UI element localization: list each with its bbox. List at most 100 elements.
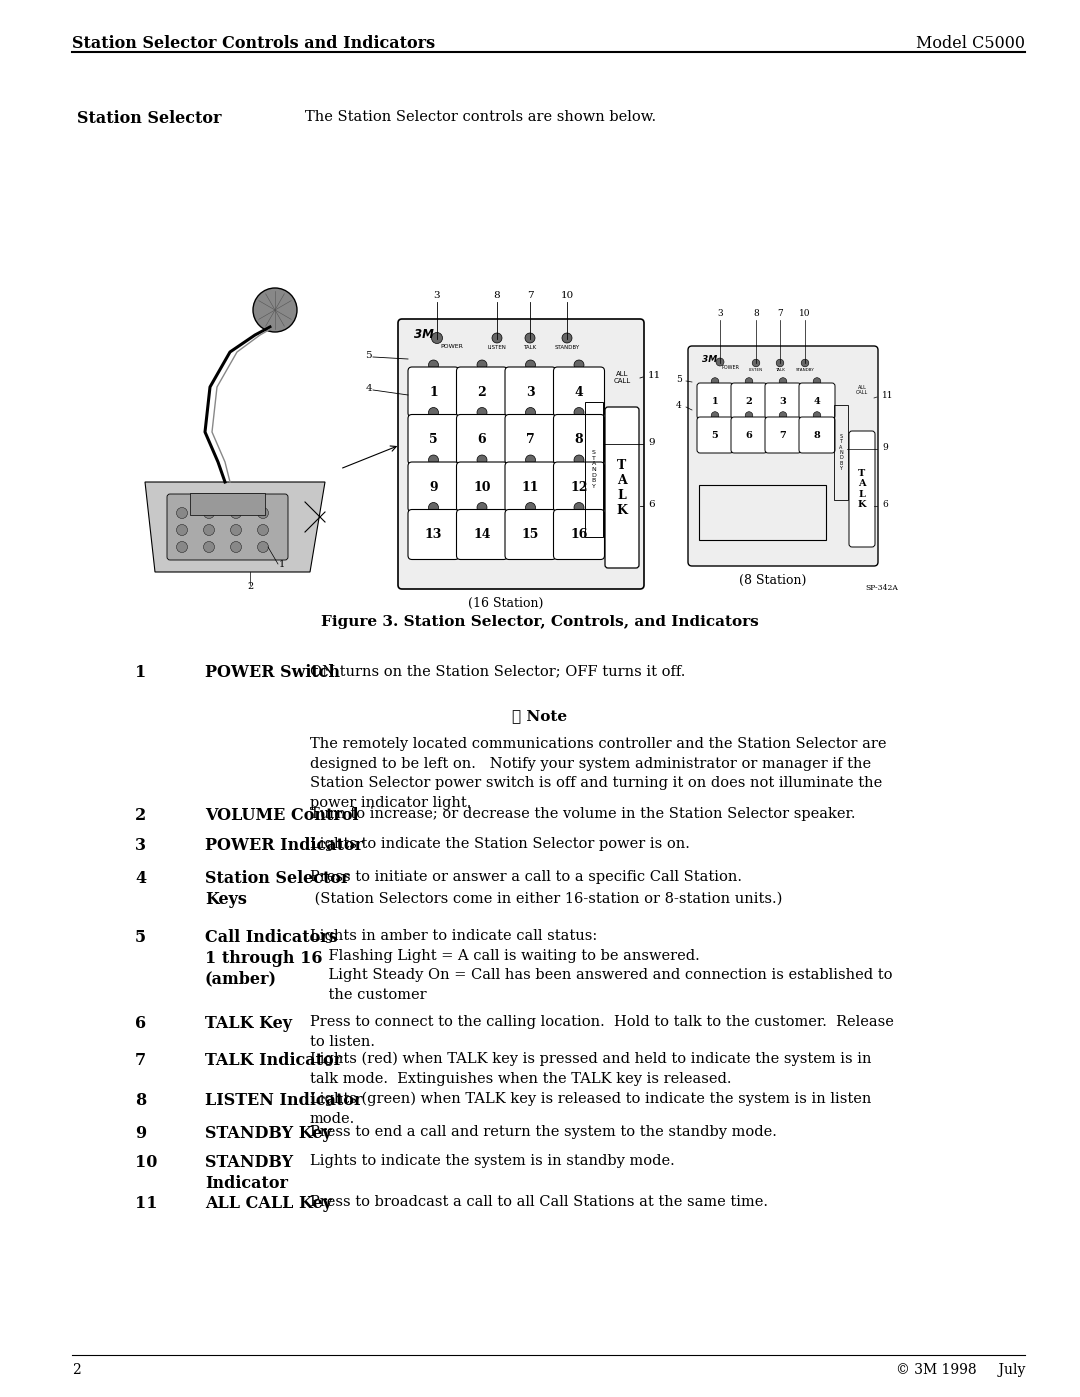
Text: Figure 3. Station Selector, Controls, and Indicators: Figure 3. Station Selector, Controls, an… <box>321 615 759 629</box>
Text: (Station Selectors come in either 16-station or 8-station units.): (Station Selectors come in either 16-sta… <box>310 891 782 905</box>
FancyBboxPatch shape <box>457 367 508 416</box>
Text: TALK: TALK <box>524 345 537 351</box>
Circle shape <box>257 524 269 535</box>
Text: 4: 4 <box>575 386 583 398</box>
Circle shape <box>779 412 787 419</box>
Circle shape <box>745 412 753 419</box>
FancyBboxPatch shape <box>408 367 459 416</box>
Circle shape <box>745 377 753 386</box>
Text: 10: 10 <box>561 291 573 300</box>
Text: 8: 8 <box>753 309 759 319</box>
Text: Press to broadcast a call to all Call Stations at the same time.: Press to broadcast a call to all Call St… <box>310 1194 768 1208</box>
Circle shape <box>429 455 438 465</box>
FancyBboxPatch shape <box>408 462 459 511</box>
Text: 13: 13 <box>424 528 442 541</box>
Circle shape <box>477 455 487 465</box>
FancyBboxPatch shape <box>553 510 605 560</box>
Text: T
A
L
K: T A L K <box>858 469 866 509</box>
Text: 1: 1 <box>135 664 146 680</box>
Text: 3: 3 <box>780 397 786 405</box>
Circle shape <box>176 542 188 552</box>
Text: 14: 14 <box>473 528 490 541</box>
Text: 10: 10 <box>135 1154 158 1171</box>
Text: 7: 7 <box>135 1052 146 1069</box>
Text: 9: 9 <box>429 481 437 493</box>
Circle shape <box>203 524 215 535</box>
FancyBboxPatch shape <box>408 510 459 560</box>
Circle shape <box>492 332 502 344</box>
Text: STANDBY: STANDBY <box>796 367 814 372</box>
Circle shape <box>777 359 784 367</box>
Text: Station Selector: Station Selector <box>77 110 221 127</box>
Circle shape <box>176 524 188 535</box>
Circle shape <box>526 503 536 513</box>
Circle shape <box>716 358 724 366</box>
Circle shape <box>526 360 536 370</box>
Text: POWER Indicator: POWER Indicator <box>205 837 363 854</box>
Text: 5: 5 <box>429 433 437 446</box>
FancyBboxPatch shape <box>505 415 556 464</box>
Text: 3: 3 <box>717 309 723 319</box>
Circle shape <box>526 408 536 418</box>
Text: 5: 5 <box>365 351 372 360</box>
Text: LISTEN: LISTEN <box>487 345 507 351</box>
Circle shape <box>573 408 584 418</box>
Text: 2: 2 <box>247 583 253 591</box>
Circle shape <box>525 332 535 344</box>
Bar <box>190 493 265 515</box>
Circle shape <box>477 503 487 513</box>
Text: POWER Switch: POWER Switch <box>205 664 340 680</box>
Text: Lights in amber to indicate call status:
    Flashing Light = A call is waiting : Lights in amber to indicate call status:… <box>310 929 892 1002</box>
Text: 1: 1 <box>429 386 437 398</box>
Text: 11: 11 <box>648 372 661 380</box>
Text: STANDBY: STANDBY <box>554 345 580 351</box>
FancyBboxPatch shape <box>697 416 733 453</box>
Text: 6: 6 <box>648 500 654 509</box>
Text: Press to end a call and return the system to the standby mode.: Press to end a call and return the syste… <box>310 1125 777 1139</box>
Text: 1: 1 <box>712 397 718 405</box>
Text: 8: 8 <box>575 433 583 446</box>
Text: 8: 8 <box>135 1092 146 1109</box>
Text: 3: 3 <box>526 386 535 398</box>
Circle shape <box>230 507 242 518</box>
Text: 4: 4 <box>676 401 681 409</box>
Text: 5: 5 <box>712 430 718 440</box>
Text: S
T
A
N
D
B
Y: S T A N D B Y <box>592 450 596 489</box>
Text: TALK: TALK <box>775 367 785 372</box>
Text: Lights (red) when TALK key is pressed and held to indicate the system is in
talk: Lights (red) when TALK key is pressed an… <box>310 1052 872 1085</box>
Circle shape <box>477 408 487 418</box>
Circle shape <box>562 332 572 344</box>
Text: 7: 7 <box>526 433 535 446</box>
Circle shape <box>253 288 297 332</box>
FancyBboxPatch shape <box>799 416 835 453</box>
Circle shape <box>573 455 584 465</box>
Circle shape <box>432 332 443 344</box>
Text: Lights to indicate the Station Selector power is on.: Lights to indicate the Station Selector … <box>310 837 690 851</box>
Text: POWER: POWER <box>723 365 740 370</box>
Circle shape <box>712 377 719 386</box>
Text: S
T
A
N
D
B
Y: S T A N D B Y <box>839 434 842 471</box>
Circle shape <box>573 503 584 513</box>
Text: 3M: 3M <box>414 328 434 341</box>
Bar <box>699 485 826 541</box>
Text: 16: 16 <box>570 528 588 541</box>
Text: 11: 11 <box>882 391 893 400</box>
Text: Press to initiate or answer a call to a specific Call Station.: Press to initiate or answer a call to a … <box>310 870 742 884</box>
Text: 5: 5 <box>135 929 146 946</box>
Text: The Station Selector controls are shown below.: The Station Selector controls are shown … <box>305 110 657 124</box>
FancyBboxPatch shape <box>688 346 878 566</box>
Circle shape <box>813 377 821 386</box>
FancyBboxPatch shape <box>553 367 605 416</box>
Text: ALL CALL Key: ALL CALL Key <box>205 1194 332 1213</box>
Text: Lights to indicate the system is in standby mode.: Lights to indicate the system is in stan… <box>310 1154 675 1168</box>
Text: Call Indicators
1 through 16
(amber): Call Indicators 1 through 16 (amber) <box>205 929 338 988</box>
Text: 5: 5 <box>676 374 681 384</box>
Text: Station Selector Controls and Indicators: Station Selector Controls and Indicators <box>72 35 435 52</box>
Circle shape <box>752 359 760 367</box>
FancyBboxPatch shape <box>799 383 835 419</box>
Circle shape <box>573 360 584 370</box>
Text: ✓ Note: ✓ Note <box>512 710 568 724</box>
Text: ALL
CALL: ALL CALL <box>855 386 868 395</box>
Bar <box>585 402 603 536</box>
FancyBboxPatch shape <box>399 319 644 590</box>
